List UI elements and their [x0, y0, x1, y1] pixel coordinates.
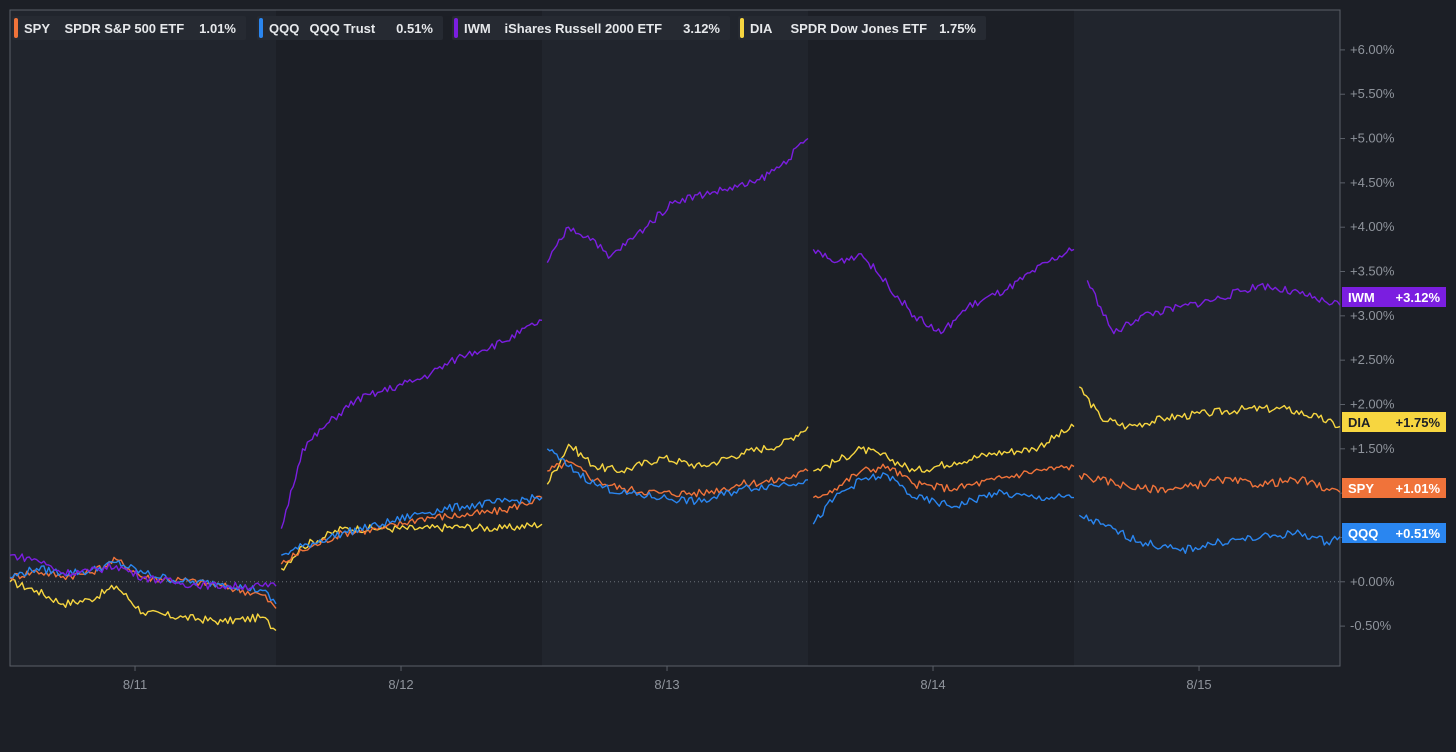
legend-item-qqq[interactable]: QQQ QQQ Trust 0.51% [257, 16, 443, 40]
legend-name: iShares Russell 2000 ETF [505, 21, 663, 36]
end-label-ticker: DIA [1348, 415, 1371, 430]
y-tick-label: -0.50% [1350, 618, 1392, 633]
y-tick-label: +3.00% [1350, 308, 1395, 323]
x-tick-label: 8/12 [388, 677, 413, 692]
session-band-2 [542, 10, 808, 666]
end-label-dia: DIA +1.75% [1342, 412, 1446, 432]
series-line-iwm [280, 319, 543, 529]
end-label-iwm: IWM +3.12% [1342, 287, 1446, 307]
y-tick-label: +4.00% [1350, 219, 1395, 234]
series-line-qqq [1078, 514, 1341, 554]
series-line-spy [812, 463, 1075, 499]
legend-name: SPDR Dow Jones ETF [791, 21, 928, 36]
legend-swatch [14, 18, 18, 38]
end-label-value: +0.51% [1396, 526, 1441, 541]
legend-value: 1.75% [939, 21, 976, 36]
session-band-1 [276, 10, 542, 666]
series-line-iwm [546, 137, 809, 263]
end-label-value: +3.12% [1396, 290, 1441, 305]
y-tick-label: +5.00% [1350, 131, 1395, 146]
legend-item-spy[interactable]: SPY SPDR S&P 500 ETF 1.01% [12, 16, 246, 40]
end-label-spy: SPY +1.01% [1342, 478, 1446, 498]
end-label-bg [1342, 287, 1446, 307]
series-line-dia [1078, 386, 1341, 430]
legend-swatch [454, 18, 458, 38]
series-line-iwm [1086, 280, 1341, 335]
legend-value: 1.01% [199, 21, 236, 36]
series-line-qqq [812, 472, 1074, 525]
legend-chip-bg [452, 16, 730, 40]
y-axis: -0.50%+0.00%+0.50%+1.00%+1.50%+2.00%+2.5… [1340, 42, 1395, 633]
legend-name: SPDR S&P 500 ETF [65, 21, 185, 36]
end-label-bg [1342, 523, 1446, 543]
end-label-ticker: QQQ [1348, 526, 1378, 541]
legend-ticker: IWM [464, 21, 491, 36]
y-tick-label: +3.50% [1350, 264, 1395, 279]
end-labels: SPY +1.01% QQQ +0.51% IWM +3.12% DIA +1.75% [1342, 287, 1446, 543]
legend-swatch [259, 18, 263, 38]
legend-chip-bg [257, 16, 443, 40]
end-label-qqq: QQQ +0.51% [1342, 523, 1446, 543]
y-tick-label: +2.00% [1350, 396, 1395, 411]
x-tick-label: 8/11 [123, 677, 147, 692]
series-line-spy [1078, 472, 1341, 494]
legend: SPY SPDR S&P 500 ETF 1.01% QQQ QQQ Trust 0.51… [12, 16, 986, 40]
y-tick-label: +0.00% [1350, 574, 1395, 589]
series-line-qqq [546, 448, 809, 506]
session-band-0 [10, 10, 276, 666]
legend-item-iwm[interactable]: IWM iShares Russell 2000 ETF 3.12% [452, 16, 730, 40]
end-label-ticker: SPY [1348, 481, 1374, 496]
session-band-4 [1074, 10, 1340, 666]
legend-chip-bg [12, 16, 246, 40]
end-label-ticker: IWM [1348, 290, 1375, 305]
series-line-iwm [812, 247, 1075, 335]
legend-chip-bg [738, 16, 986, 40]
y-tick-label: +5.50% [1350, 86, 1395, 101]
series-line-dia [546, 426, 809, 485]
legend-value: 3.12% [683, 21, 720, 36]
series-line-spy [280, 495, 543, 565]
legend-value: 0.51% [396, 21, 433, 36]
end-label-bg [1342, 478, 1446, 498]
end-label-bg [1342, 412, 1446, 432]
legend-name: QQQ Trust [310, 21, 376, 36]
x-tick-label: 8/13 [654, 677, 679, 692]
series-line-qqq [281, 494, 543, 556]
x-axis: 8/11 8/12 8/13 8/14 8/15 [123, 666, 1212, 692]
y-tick-label: +1.50% [1350, 441, 1395, 456]
series-line-dia [280, 522, 543, 571]
x-tick-label: 8/14 [920, 677, 945, 692]
session-band-3 [808, 10, 1074, 666]
legend-ticker: DIA [750, 21, 773, 36]
y-tick-label: +2.50% [1350, 352, 1395, 367]
end-label-value: +1.75% [1396, 415, 1441, 430]
end-label-value: +1.01% [1396, 481, 1441, 496]
legend-ticker: SPY [24, 21, 50, 36]
series-line-dia [9, 578, 277, 632]
series-line-qqq [9, 560, 277, 605]
y-tick-label: +4.50% [1350, 175, 1395, 190]
legend-ticker: QQQ [269, 21, 299, 36]
plot-frame [9, 9, 1341, 667]
session-bands [10, 10, 1340, 666]
legend-item-dia[interactable]: DIA SPDR Dow Jones ETF 1.75% [738, 16, 986, 40]
series-lines [9, 137, 1341, 632]
x-tick-label: 8/15 [1186, 677, 1211, 692]
legend-swatch [740, 18, 744, 38]
series-line-spy [547, 459, 809, 498]
series-line-iwm [9, 553, 277, 591]
series-line-dia [813, 423, 1075, 473]
y-tick-label: +6.00% [1350, 42, 1395, 57]
